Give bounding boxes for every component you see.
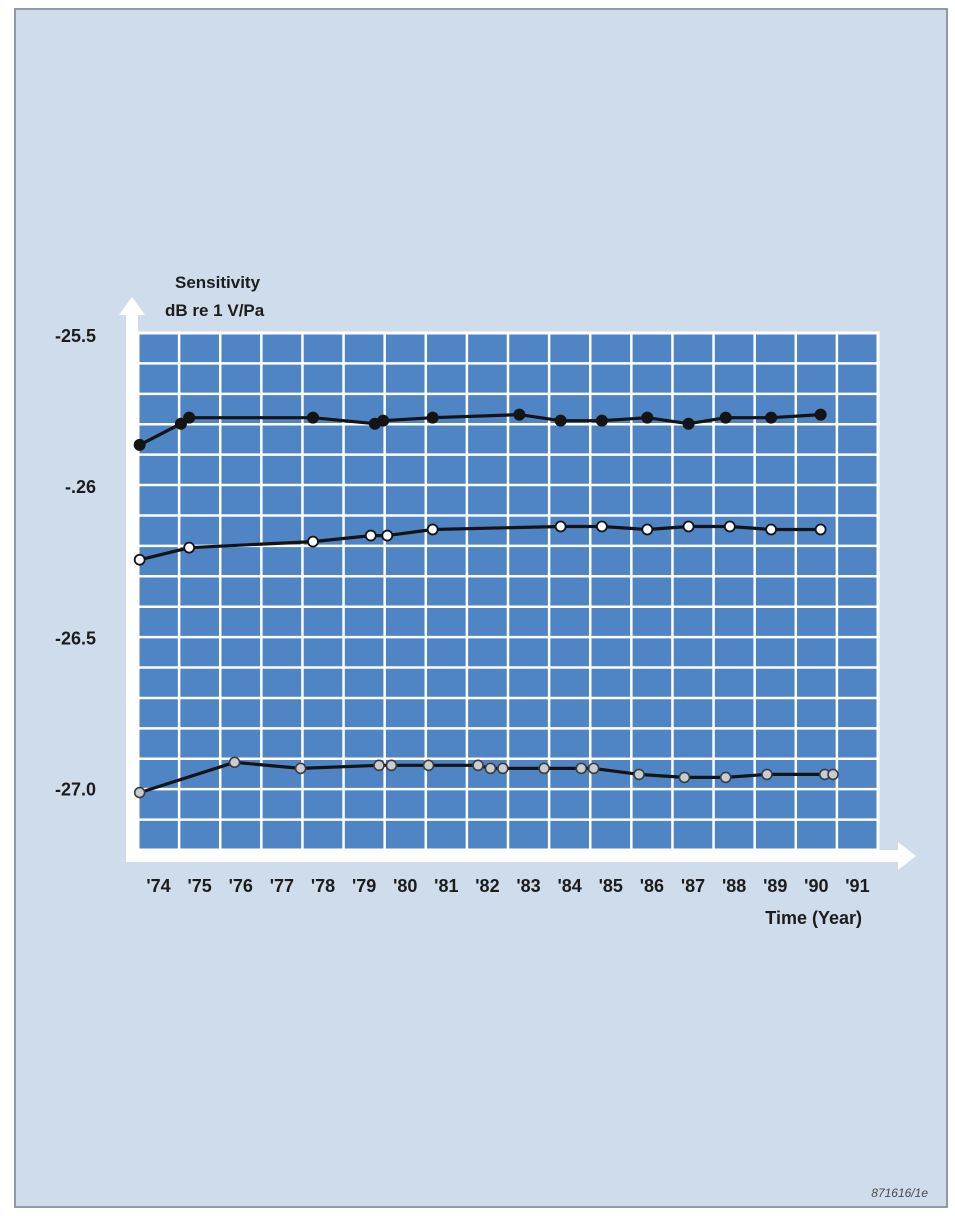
- y-tick-label: -25.5: [55, 326, 96, 346]
- data-point: [183, 411, 196, 424]
- data-point: [641, 411, 654, 424]
- figure-reference-code: 871616/1e: [871, 1186, 928, 1200]
- data-point: [513, 408, 526, 421]
- x-tick-label: '80: [393, 876, 417, 896]
- data-point: [723, 520, 736, 533]
- data-point: [307, 535, 319, 548]
- data-point: [364, 529, 377, 542]
- x-axis-label: Time (Year): [765, 908, 862, 928]
- data-point: [814, 408, 827, 421]
- data-point: [497, 762, 509, 775]
- data-point: [765, 523, 778, 536]
- data-point: [133, 553, 146, 566]
- data-point: [377, 414, 390, 427]
- data-point: [719, 411, 732, 424]
- data-point: [472, 759, 484, 772]
- series-3: [133, 756, 839, 799]
- data-series: [133, 408, 839, 799]
- x-tick-label: '84: [558, 876, 582, 896]
- series-2: [133, 520, 827, 566]
- data-point: [174, 417, 187, 430]
- data-point: [133, 786, 146, 799]
- axes: [119, 297, 916, 870]
- x-tick-label: '78: [311, 876, 335, 896]
- x-tick-label: '83: [516, 876, 540, 896]
- data-point: [381, 529, 394, 542]
- series-1: [133, 408, 827, 451]
- x-tick-label: '81: [434, 876, 458, 896]
- data-point: [682, 417, 695, 430]
- x-tick-label: '86: [640, 876, 664, 896]
- data-point: [133, 438, 146, 451]
- data-point: [426, 411, 439, 424]
- x-tick-label: '76: [229, 876, 253, 896]
- data-point: [595, 414, 608, 427]
- y-axis-label-line2: dB re 1 V/Pa: [165, 301, 265, 320]
- data-point: [385, 759, 398, 772]
- x-tick-label: '74: [146, 876, 170, 896]
- y-tick-label: -26.5: [55, 628, 96, 648]
- data-point: [719, 771, 732, 784]
- data-point: [294, 762, 307, 775]
- x-tick-label: '89: [763, 876, 787, 896]
- data-point: [538, 762, 550, 775]
- data-point: [373, 759, 385, 772]
- series-line: [139, 760, 833, 795]
- data-point: [554, 414, 567, 427]
- data-point: [765, 411, 778, 424]
- data-point: [633, 768, 645, 781]
- x-tick-labels: '74 '75 '76 '77 '78 '79 '80 '81 '82 '83 '84 '85 '86 '…: [146, 876, 869, 896]
- data-point: [827, 768, 839, 781]
- data-point: [761, 768, 773, 781]
- data-point: [554, 520, 567, 533]
- x-tick-label: '82: [475, 876, 499, 896]
- data-point: [587, 762, 600, 775]
- x-tick-label: '85: [599, 876, 623, 896]
- data-point: [228, 756, 241, 769]
- x-axis-arrow: [126, 842, 916, 870]
- data-point: [183, 541, 196, 554]
- x-tick-label: '88: [722, 876, 746, 896]
- data-point: [678, 771, 691, 784]
- horizontal-gridlines: [138, 362, 878, 821]
- data-point: [814, 523, 827, 536]
- y-axis-arrow: [119, 297, 145, 862]
- x-tick-label: '91: [845, 876, 869, 896]
- data-point: [595, 520, 608, 533]
- y-tick-labels: -25.5 -.26 -26.5 -27.0: [55, 326, 96, 800]
- data-point: [426, 523, 439, 536]
- data-point: [484, 762, 497, 775]
- data-point: [422, 759, 435, 772]
- data-point: [682, 520, 695, 533]
- x-tick-label: '77: [270, 876, 294, 896]
- y-axis-label-line1: Sensitivity: [175, 273, 261, 292]
- x-tick-label: '75: [188, 876, 212, 896]
- x-tick-label: '90: [804, 876, 828, 896]
- y-tick-label: -27.0: [55, 780, 96, 800]
- y-tick-label: -.26: [65, 477, 96, 497]
- x-tick-label: '79: [352, 876, 376, 896]
- data-point: [306, 411, 319, 424]
- x-tick-label: '87: [681, 876, 705, 896]
- data-point: [641, 523, 654, 536]
- data-point: [575, 762, 588, 775]
